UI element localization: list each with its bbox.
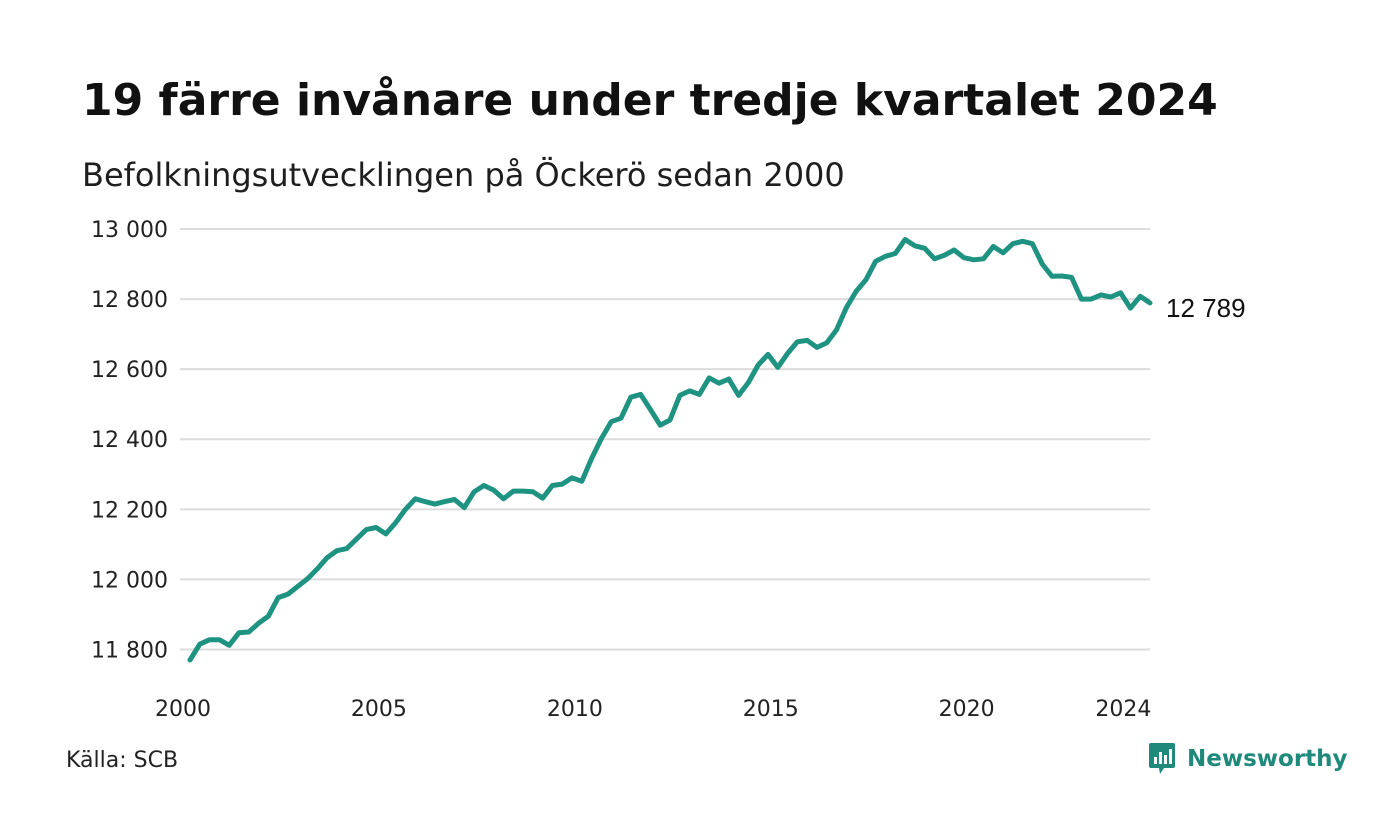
y-tick-label: 12 800: [91, 288, 168, 313]
x-tick-label: 2010: [547, 697, 603, 722]
y-tick-label: 12 200: [91, 498, 168, 523]
x-tick-label: 2024: [1095, 697, 1151, 722]
x-tick-label: 2015: [743, 697, 799, 722]
chart-subtitle: Befolkningsutvecklingen på Öckerö sedan …: [82, 156, 845, 194]
y-tick-label: 11 800: [91, 638, 168, 663]
y-tick-label: 12 000: [91, 568, 168, 593]
y-tick-label: 12 400: [91, 428, 168, 453]
source-note: Källa: SCB: [66, 748, 179, 773]
x-tick-label: 2005: [351, 697, 407, 722]
brand: Newsworthy: [1147, 742, 1348, 776]
x-tick-label: 2020: [939, 697, 995, 722]
chart-title: 19 färre invånare under tredje kvartalet…: [82, 75, 1218, 126]
newsworthy-logo-icon: [1149, 743, 1175, 774]
end-value-label: 12 789: [1166, 293, 1246, 323]
brand-name: Newsworthy: [1187, 746, 1348, 772]
series-line: [187, 237, 1153, 663]
x-tick-label: 2000: [155, 697, 211, 722]
y-tick-label: 13 000: [91, 218, 168, 243]
y-tick-label: 12 600: [91, 358, 168, 383]
